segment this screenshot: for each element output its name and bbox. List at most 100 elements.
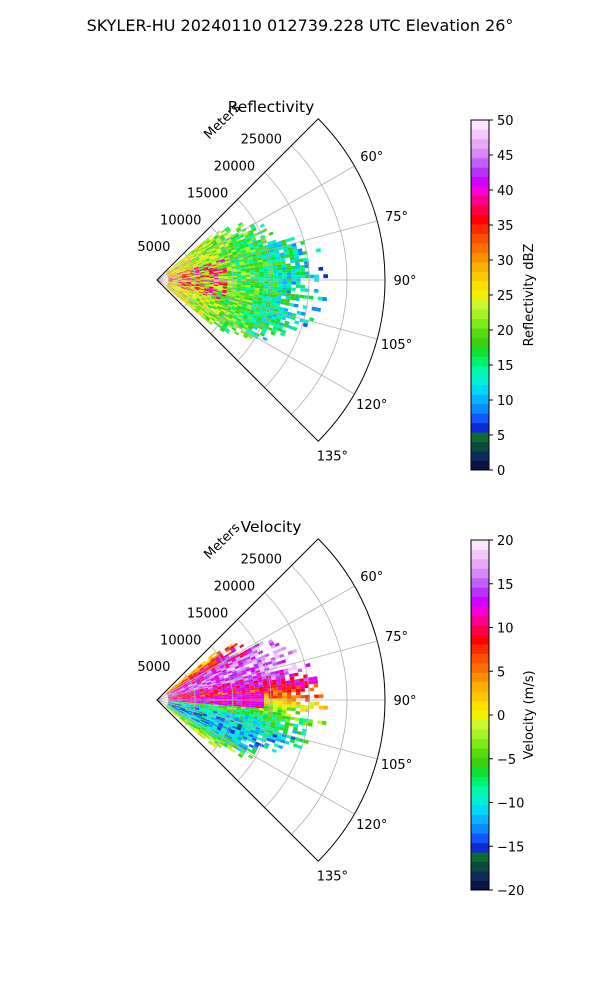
colorbar-swatch (471, 242, 489, 253)
range-gate (173, 684, 177, 688)
range-gate (247, 735, 253, 740)
range-gate (176, 261, 181, 265)
range-gate (209, 657, 215, 662)
range-gate (289, 236, 295, 242)
range-gate (213, 234, 219, 239)
range-gate (275, 253, 281, 257)
range-gate (241, 701, 246, 703)
range-gate (276, 717, 281, 722)
range-gate (263, 293, 268, 297)
range-gate (168, 701, 173, 704)
range-gate (280, 258, 286, 262)
range-gate (253, 716, 259, 720)
colorbar-swatch (471, 738, 489, 749)
range-gate (172, 695, 178, 697)
range-gate (244, 264, 250, 267)
range-gate (197, 725, 202, 729)
range-gate (258, 243, 264, 248)
range-gate (235, 667, 241, 671)
range-gate (254, 287, 260, 291)
colorbar-tick-label: 15 (497, 359, 514, 374)
range-gate (195, 669, 201, 673)
range-gate (172, 285, 177, 288)
range-gate (236, 280, 242, 283)
range-gate (167, 693, 172, 696)
range-gate (237, 723, 243, 727)
range-gate (177, 278, 182, 279)
range-gate (265, 320, 271, 325)
range-gate (259, 666, 265, 670)
range-gate (293, 723, 299, 728)
range-gate (257, 259, 263, 263)
range-gate (252, 718, 258, 722)
range-gate (167, 694, 173, 697)
range-gate (227, 700, 233, 703)
range-gate (186, 724, 191, 728)
range-gate (245, 283, 251, 286)
range-gate (168, 278, 173, 279)
range-gate (245, 236, 251, 240)
range-gate (200, 697, 205, 699)
range-gate (196, 716, 202, 720)
colorbar-swatch (471, 880, 489, 891)
range-gate (234, 243, 239, 248)
range-gate (204, 721, 210, 725)
range-gate (202, 263, 207, 266)
range-gate (180, 289, 185, 292)
range-gate (295, 268, 301, 273)
range-gate (182, 278, 187, 280)
range-gate (240, 270, 246, 274)
range-gate (208, 707, 214, 710)
range-gate (228, 742, 234, 747)
range-gate (282, 689, 287, 693)
range-gate (308, 680, 314, 685)
range-gate (226, 238, 232, 243)
range-gate (272, 714, 277, 718)
range-gate (176, 286, 181, 289)
radial-tick-label: 15000 (187, 606, 228, 621)
range-gate (296, 275, 301, 279)
range-gate (239, 681, 245, 684)
range-gate (215, 729, 221, 734)
colorbar-swatch (471, 587, 489, 598)
range-gate (250, 281, 255, 284)
range-gate (217, 725, 223, 729)
range-gate (229, 732, 234, 737)
range-gate (276, 735, 282, 740)
range-gate (236, 307, 242, 311)
range-gate (200, 677, 205, 681)
range-gate (258, 264, 264, 268)
range-gate (212, 292, 218, 295)
range-gate (315, 307, 321, 312)
range-gate (176, 271, 181, 274)
range-gate (249, 244, 255, 249)
range-gate (228, 314, 234, 318)
range-gate (212, 685, 218, 688)
range-gate (253, 652, 259, 657)
colorbar-swatch (471, 842, 489, 853)
colorbar-swatch (471, 148, 489, 159)
range-gate (234, 310, 240, 315)
range-gate (212, 725, 218, 729)
range-gate (181, 702, 187, 703)
range-gate (184, 267, 190, 270)
range-gate (222, 272, 228, 275)
range-gate (172, 700, 178, 702)
range-gate (189, 677, 195, 681)
range-gate (278, 726, 284, 731)
colorbar-swatch (471, 757, 489, 768)
range-gate (167, 284, 172, 287)
range-gate (171, 707, 176, 710)
range-gate (212, 265, 218, 268)
range-gate (195, 284, 201, 286)
range-gate (281, 686, 287, 691)
range-gate (167, 284, 172, 287)
range-gate (204, 269, 209, 272)
range-gate (224, 320, 230, 325)
range-gate (166, 706, 170, 710)
range-gate (225, 228, 231, 233)
range-gate (270, 724, 275, 729)
range-gate (187, 673, 192, 677)
range-gate (226, 658, 232, 663)
range-gate (200, 284, 205, 286)
